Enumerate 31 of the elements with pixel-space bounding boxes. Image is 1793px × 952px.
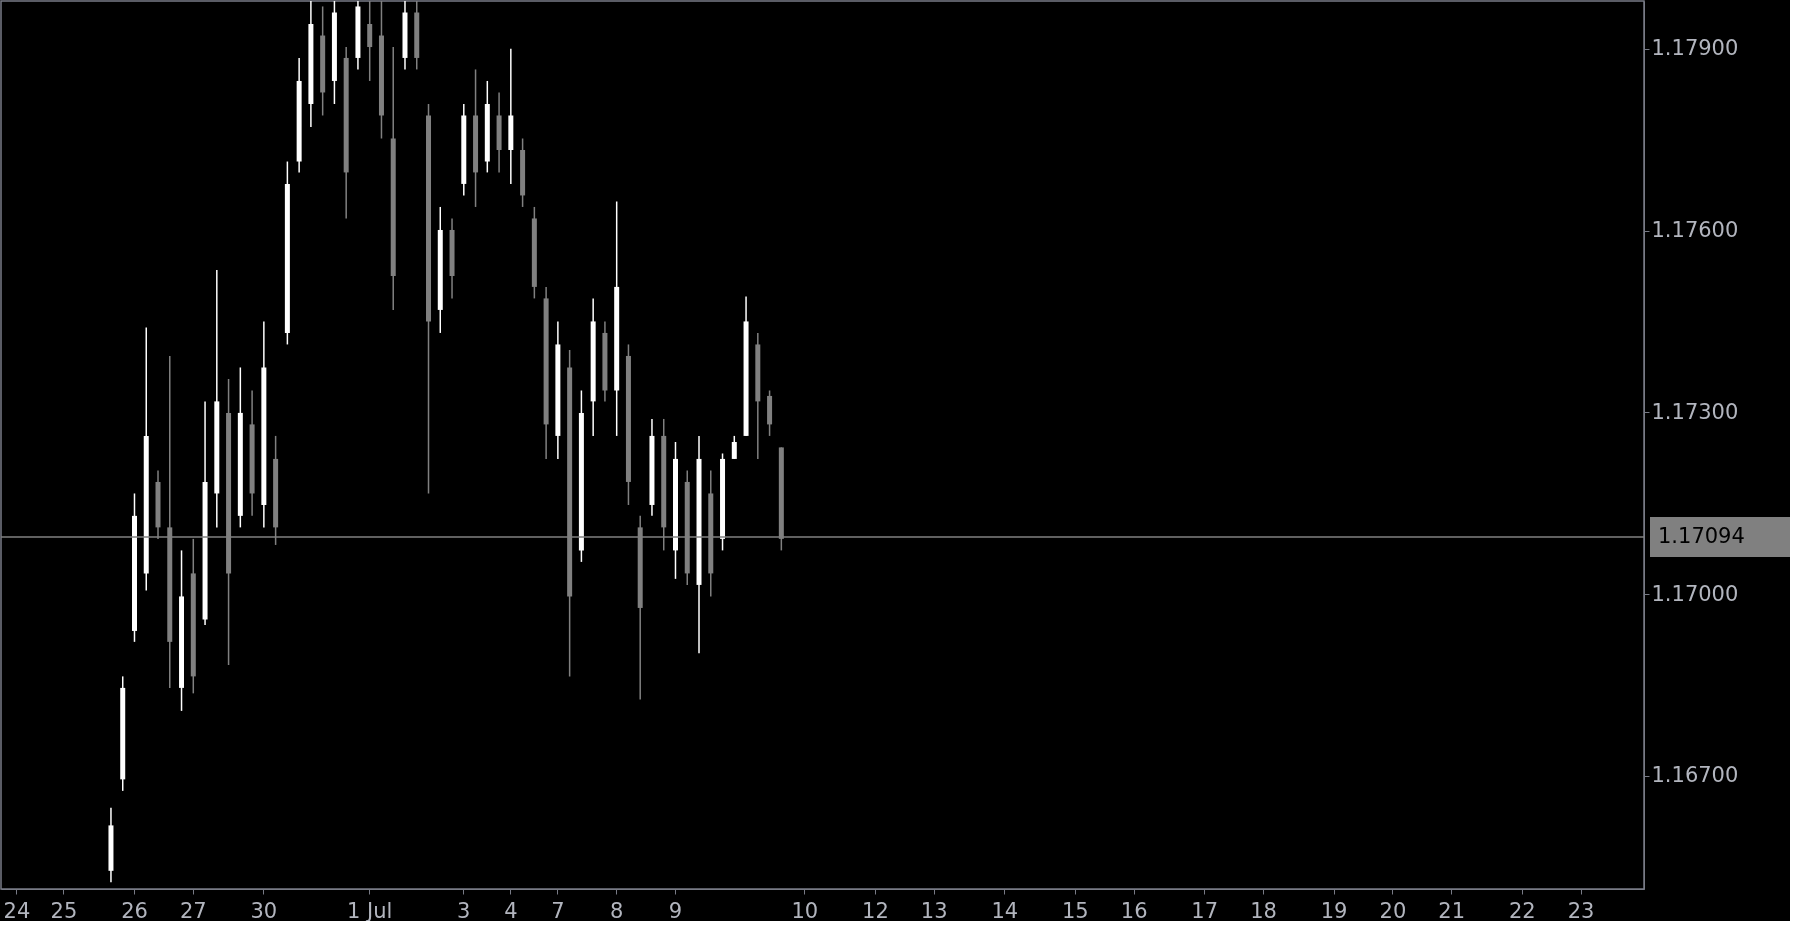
x-tick-label: 24 — [3, 898, 31, 923]
x-tick-label: 22 — [1508, 898, 1536, 923]
x-tick-label: 18 — [1250, 898, 1277, 923]
y-tick-label: 1.17000 — [1651, 581, 1739, 606]
x-tick-label: 17 — [1191, 898, 1219, 923]
x-tick-label: 4 — [504, 898, 518, 923]
y-tick-label: 1.17900 — [1651, 36, 1739, 61]
x-tick-label: 8 — [610, 898, 624, 923]
x-tick-label: 3 — [457, 898, 471, 923]
x-tick-label: 26 — [121, 898, 148, 923]
x-tick-label: 25 — [50, 898, 78, 923]
x-tick-label: 15 — [1061, 898, 1089, 923]
x-tick-label: 7 — [551, 898, 565, 923]
x-tick-label: 9 — [668, 898, 683, 923]
x-tick-label: 21 — [1438, 898, 1466, 923]
y-tick-label: 1.17300 — [1651, 399, 1739, 424]
ref-line-label: 1.17094 — [1658, 524, 1745, 549]
x-tick-label: 16 — [1120, 898, 1148, 923]
x-tick-label: 23 — [1567, 898, 1595, 923]
y-tick-label: 1.16700 — [1651, 763, 1739, 788]
x-tick-label: 20 — [1379, 898, 1407, 923]
x-tick-label: 19 — [1320, 898, 1348, 923]
x-tick-label: 14 — [991, 898, 1019, 923]
x-tick-label: 13 — [920, 898, 948, 923]
candlestick — [731, 435, 737, 460]
x-tick-label: 27 — [179, 898, 207, 923]
x-tick-label: 10 — [791, 898, 819, 923]
x-tick-label: 1 Jul — [347, 898, 393, 923]
x-tick-label: 12 — [862, 898, 889, 923]
x-tick-label: 30 — [250, 898, 278, 923]
y-tick-label: 1.17600 — [1651, 218, 1739, 243]
